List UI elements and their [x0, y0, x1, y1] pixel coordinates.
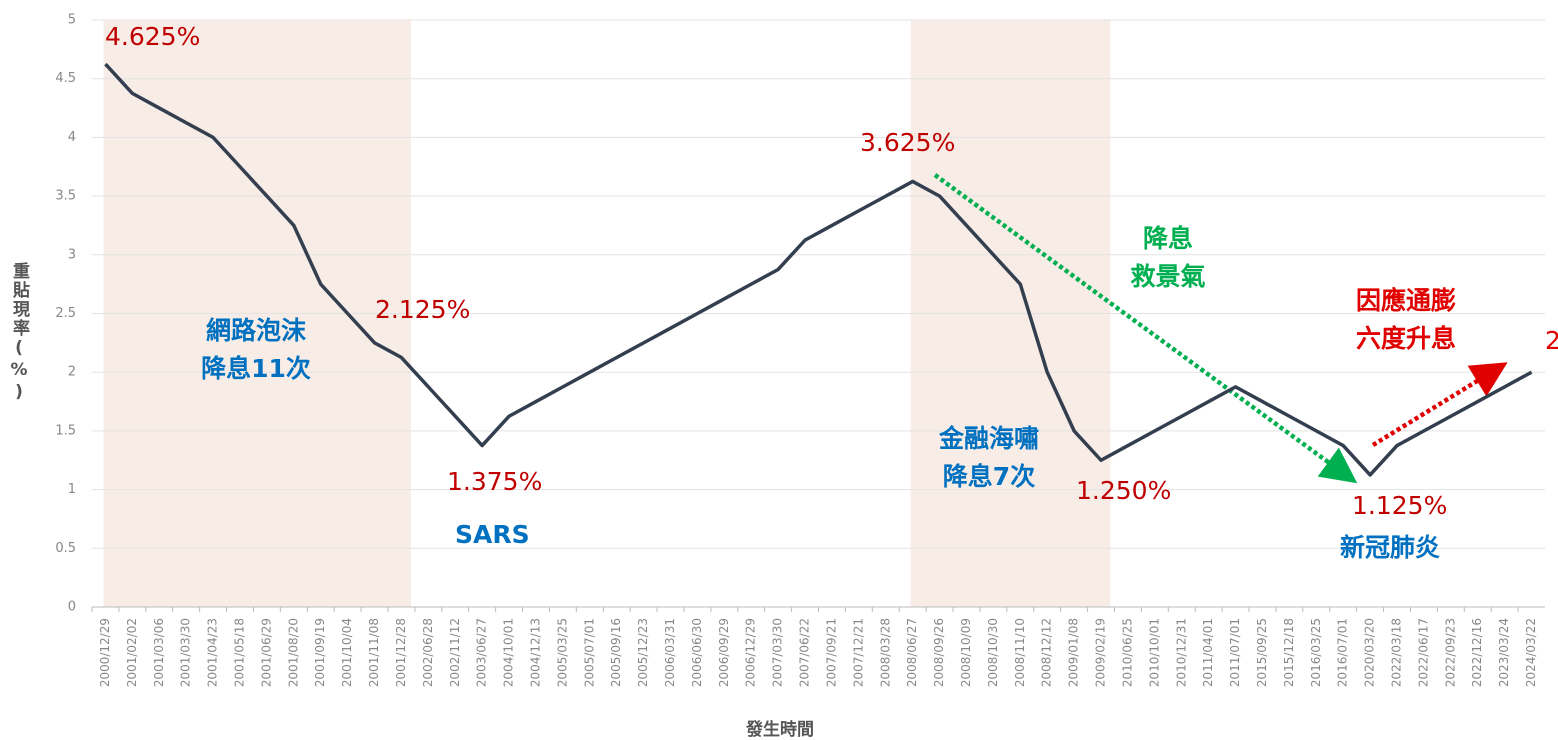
x-tick-label: 2001/11/08: [367, 618, 381, 687]
x-tick-label: 2007/06/22: [798, 618, 812, 687]
annotation: 2.125%: [375, 295, 470, 324]
x-tick-label: 2008/10/09: [959, 618, 973, 687]
y-tick-label: 5: [68, 13, 76, 28]
y-tick-label: 3.5: [55, 189, 76, 204]
x-tick-label: 2008/03/28: [878, 618, 892, 687]
x-tick-label: 2016/07/01: [1336, 618, 1350, 687]
annotation: 降息: [1143, 224, 1193, 253]
trend-arrow: [933, 173, 1358, 484]
y-tick-label: 2.5: [55, 306, 76, 321]
x-tick-label: 2008/12/12: [1040, 618, 1054, 687]
x-tick-label: 2005/12/23: [636, 618, 650, 687]
x-tick-label: 2023/03/24: [1497, 618, 1511, 687]
x-tick-label: 2015/09/25: [1255, 618, 1269, 687]
x-tick-label: 2004/10/01: [502, 618, 516, 687]
y-tick-label: 4.5: [55, 71, 76, 86]
x-tick-label: 2020/03/20: [1363, 618, 1377, 687]
annotation: 因應通膨: [1356, 286, 1456, 315]
x-tick-label: 2002/11/12: [448, 618, 462, 687]
annotation: 4.625%: [105, 22, 200, 51]
y-tick-label: 2: [68, 365, 76, 380]
x-tick-label: 2006/12/29: [744, 618, 758, 687]
x-tick-label: 2024/03/22: [1524, 618, 1538, 687]
x-tick-label: 2009/02/19: [1094, 618, 1108, 687]
x-tick-label: 2010/06/25: [1120, 618, 1134, 687]
annotation: 新冠肺炎: [1340, 533, 1440, 562]
x-tick-label: 2010/10/01: [1147, 618, 1161, 687]
x-tick-label: 2001/02/02: [125, 618, 139, 687]
y-tick-label: 1: [68, 482, 76, 497]
annotation: 六度升息: [1356, 324, 1456, 353]
x-tick-label: 2001/12/28: [394, 618, 408, 687]
annotation: 網路泡沫: [206, 316, 306, 345]
x-tick-label: 2008/06/27: [905, 618, 919, 687]
annotation: 金融海嘯: [938, 424, 1039, 453]
x-tick-label: 2006/06/30: [690, 618, 704, 687]
y-tick-label: 3: [68, 247, 76, 262]
x-tick-label: 2001/10/04: [340, 618, 354, 687]
x-tick-label: 2001/08/20: [286, 618, 300, 687]
y-axis-title: 重貼現率(%): [9, 262, 29, 404]
annotation: 3.625%: [860, 128, 955, 157]
x-tick-label: 2015/12/18: [1282, 618, 1296, 687]
x-tick-label: 2011/07/01: [1228, 618, 1242, 687]
x-tick-label: 2007/03/30: [771, 618, 785, 687]
x-tick-label: 2016/03/25: [1309, 618, 1323, 687]
annotation: 1.250%: [1076, 476, 1171, 505]
x-tick-label: 2008/10/30: [986, 618, 1000, 687]
x-tick-label: 2001/05/18: [232, 618, 246, 687]
y-tick-label: 4: [68, 130, 76, 145]
x-tick-label: 2006/09/29: [717, 618, 731, 687]
x-tick-label: 2011/04/01: [1201, 618, 1215, 687]
x-tick-label: 2007/12/21: [851, 618, 865, 687]
x-tick-label: 2022/06/17: [1416, 618, 1430, 687]
x-tick-label: 2003/06/27: [475, 618, 489, 687]
x-tick-label: 2009/01/08: [1067, 618, 1081, 687]
x-tick-label: 2006/03/31: [663, 618, 677, 687]
x-tick-label: 2008/11/10: [1013, 618, 1027, 687]
x-tick-label: 2004/12/13: [528, 618, 542, 687]
x-tick-label: 2022/09/23: [1443, 618, 1457, 687]
x-tick-label: 2001/04/23: [206, 618, 220, 687]
y-tick-label: 0.5: [55, 541, 76, 556]
x-tick-label: 2001/06/29: [259, 618, 273, 687]
x-tick-label: 2000/12/29: [98, 618, 112, 687]
annotation: 1.125%: [1352, 491, 1447, 520]
x-tick-label: 2002/06/28: [421, 618, 435, 687]
x-tick-label: 2007/09/21: [824, 618, 838, 687]
trend-arrow: [1371, 362, 1508, 447]
x-tick-label: 2001/03/30: [179, 618, 193, 687]
x-tick-label: 2022/03/18: [1390, 618, 1404, 687]
y-tick-label: 0: [68, 600, 76, 615]
annotation: 降息7次: [943, 462, 1035, 491]
x-tick-label: 2001/09/19: [313, 618, 327, 687]
x-tick-label: 2001/03/06: [152, 618, 166, 687]
x-tick-label: 2005/09/16: [609, 618, 623, 687]
data-line: [104, 62, 1533, 477]
annotation: 2%: [1545, 326, 1558, 355]
annotation: SARS: [455, 520, 530, 549]
x-tick-label: 2010/12/31: [1174, 618, 1188, 687]
annotation: 1.375%: [447, 467, 542, 496]
x-tick-label: 2022/12/16: [1470, 618, 1484, 687]
y-tick-label: 1.5: [55, 423, 76, 438]
x-axis-title: 發生時間: [745, 719, 814, 740]
annotation: 救景氣: [1130, 262, 1205, 291]
annotation: 降息11次: [201, 354, 311, 383]
x-tick-label: 2005/07/01: [582, 618, 596, 687]
x-tick-label: 2008/09/26: [932, 618, 946, 687]
x-tick-label: 2005/03/25: [555, 618, 569, 687]
